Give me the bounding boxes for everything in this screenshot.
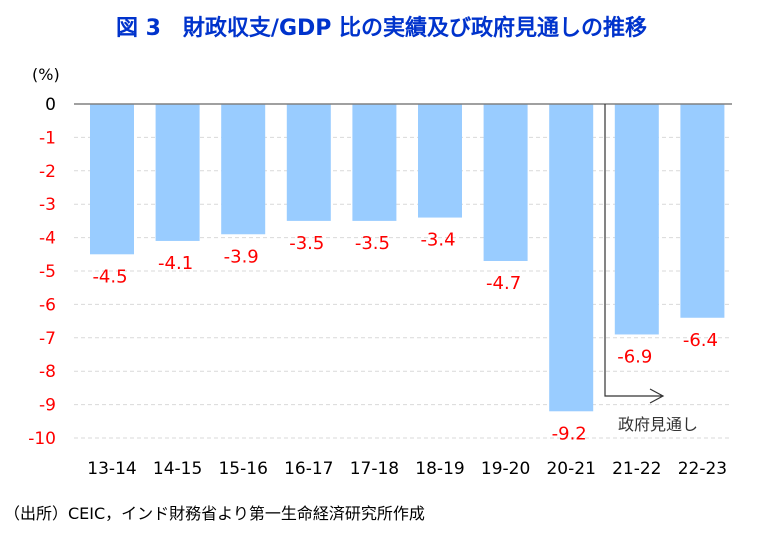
data-label: -4.7 bbox=[486, 273, 521, 294]
bar-14-15 bbox=[155, 104, 200, 241]
y-tick-label: -6 bbox=[39, 295, 56, 315]
bar-16-17 bbox=[286, 104, 331, 221]
bar-21-22 bbox=[614, 104, 659, 335]
y-tick-label: -5 bbox=[39, 262, 56, 282]
y-tick-label: -9 bbox=[39, 396, 56, 416]
x-tick-label: 17-18 bbox=[350, 459, 399, 479]
data-label: -4.5 bbox=[92, 266, 127, 287]
x-tick-label: 20-21 bbox=[546, 459, 595, 479]
bar-22-23 bbox=[680, 104, 725, 318]
y-tick-label: -4 bbox=[39, 229, 56, 249]
data-label: -3.9 bbox=[224, 246, 259, 267]
bar-13-14 bbox=[90, 104, 134, 255]
x-tick-label: 13-14 bbox=[87, 459, 136, 479]
x-tick-label: 14-15 bbox=[153, 459, 202, 479]
source-note: （出所）CEIC，インド財務省より第一生命経済研究所作成 bbox=[4, 504, 425, 523]
y-tick-label: -7 bbox=[39, 329, 56, 349]
x-tick-label: 16-17 bbox=[284, 459, 333, 479]
y-tick-label: -10 bbox=[28, 429, 56, 449]
x-tick-label: 22-23 bbox=[678, 459, 727, 479]
x-tick-label: 21-22 bbox=[612, 459, 661, 479]
x-tick-label: 19-20 bbox=[481, 459, 530, 479]
bar-chart: (%) 0 -1 -2 -3 -4 -5 -6 -7 -8 -9 -10 -4.5 13-14 -4.1 14… bbox=[28, 65, 732, 479]
y-tick-label: -2 bbox=[39, 162, 56, 182]
data-label: -3.5 bbox=[355, 233, 390, 254]
data-label: -4.1 bbox=[158, 253, 193, 274]
data-label: -3.5 bbox=[289, 233, 324, 254]
y-tick-label: -3 bbox=[39, 195, 56, 215]
forecast-arrow bbox=[604, 104, 665, 404]
y-tick-label: 0 bbox=[45, 95, 56, 115]
x-tick-label: 18-19 bbox=[415, 459, 464, 479]
chart-title: 図 3 財政収支/GDP 比の実績及び政府見通しの推移 bbox=[115, 16, 648, 41]
bar-20-21 bbox=[549, 104, 594, 412]
y-tick-label: -8 bbox=[39, 362, 56, 382]
data-label: -3.4 bbox=[420, 230, 455, 251]
bar-17-18 bbox=[352, 104, 397, 221]
data-label: -6.9 bbox=[617, 346, 652, 367]
data-label: -6.4 bbox=[683, 330, 718, 351]
bar-18-19 bbox=[418, 104, 462, 218]
data-label: -9.2 bbox=[552, 423, 587, 444]
x-tick-label: 15-16 bbox=[218, 459, 267, 479]
y-tick-label: -1 bbox=[39, 128, 56, 148]
y-axis-unit: (%) bbox=[32, 65, 60, 84]
bar-15-16 bbox=[221, 104, 266, 235]
bar-19-20 bbox=[483, 104, 528, 261]
forecast-annotation: 政府見通し bbox=[618, 415, 698, 434]
